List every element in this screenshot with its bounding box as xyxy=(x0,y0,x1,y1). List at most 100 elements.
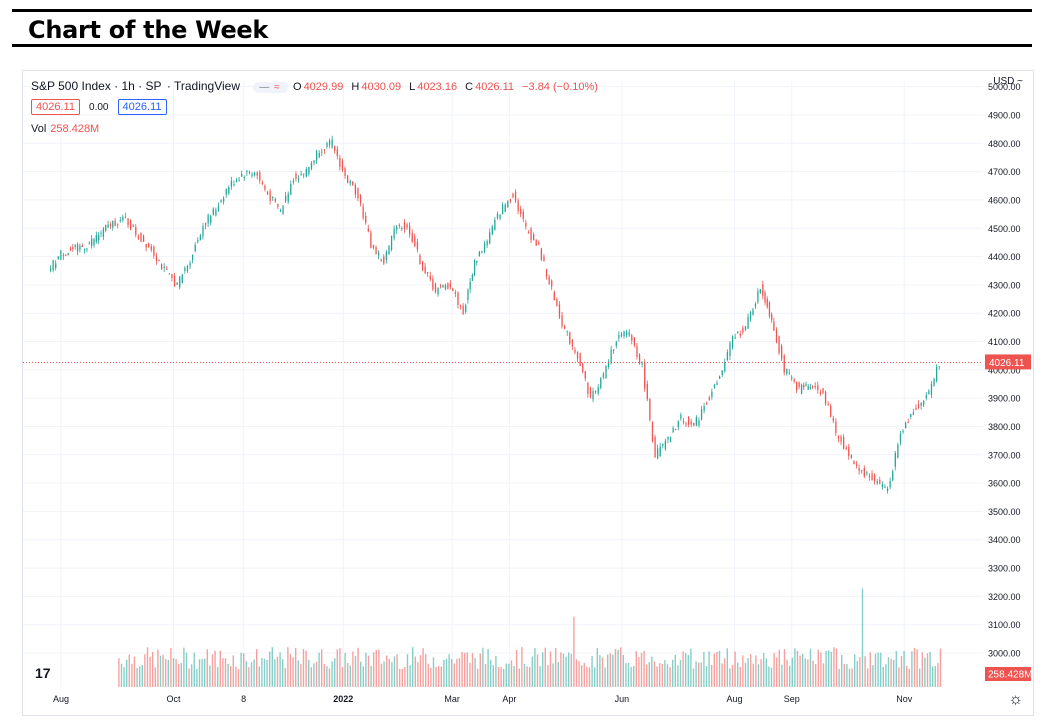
volume-bar xyxy=(211,654,214,687)
candle-body xyxy=(148,243,150,247)
candle-body xyxy=(469,281,471,290)
volume-bar xyxy=(445,658,448,687)
volume-bar xyxy=(261,658,263,687)
volume-bar xyxy=(601,657,604,687)
volume-bar xyxy=(372,652,375,687)
candle-body xyxy=(631,335,633,341)
candle-body xyxy=(597,387,599,394)
candle-body xyxy=(651,421,654,442)
candle-body xyxy=(737,332,739,334)
candle-body xyxy=(217,205,220,211)
chart-panel[interactable]: 3000.00 3100.00 3200.00 3300.00 3400.00 3500.… xyxy=(22,70,1034,716)
volume-bar xyxy=(643,651,645,687)
gear-icon[interactable]: ☼ xyxy=(1008,691,1023,708)
volume-bar xyxy=(664,660,666,687)
candle-body xyxy=(768,302,771,317)
volume-bar xyxy=(138,666,141,687)
candle-body xyxy=(318,152,320,158)
volume-bar xyxy=(201,658,203,687)
volume-bar xyxy=(635,651,637,687)
volume-bar xyxy=(812,660,814,687)
candle-body xyxy=(261,182,264,185)
symbol-label[interactable]: S&P 500 Index · 1h · SP xyxy=(31,79,162,93)
volume-bar xyxy=(497,666,500,687)
y-tick-label: 4600.00 xyxy=(988,195,1021,205)
volume-bar xyxy=(331,661,333,687)
volume-bar xyxy=(705,666,708,687)
candle-body xyxy=(481,251,483,253)
candle-body xyxy=(892,471,894,481)
volume-bar xyxy=(443,659,445,687)
volume-bar xyxy=(151,651,154,687)
volume-bar xyxy=(682,651,684,687)
candle-body xyxy=(805,384,807,386)
candle-body xyxy=(396,226,398,230)
volume-bar xyxy=(924,657,926,687)
candle-body xyxy=(60,250,62,260)
volume-bar xyxy=(804,658,806,687)
candle-body xyxy=(800,384,803,394)
candle-body xyxy=(292,180,295,183)
volume-bar xyxy=(658,663,661,687)
candle-body xyxy=(853,461,855,465)
price-chart[interactable]: 3000.00 3100.00 3200.00 3300.00 3400.00 3500.… xyxy=(23,71,1033,715)
candle-body xyxy=(285,195,287,201)
candle-body xyxy=(649,398,651,420)
ask-box[interactable]: 4026.11 xyxy=(117,99,167,115)
volume-bar xyxy=(752,663,754,687)
volume-bar xyxy=(346,662,349,687)
candle-body xyxy=(494,219,496,231)
candle-body xyxy=(437,287,439,295)
volume-bar xyxy=(463,652,466,687)
candle-body xyxy=(778,336,780,353)
volume-bar xyxy=(435,667,437,687)
candle-body xyxy=(140,233,142,242)
volume-bar xyxy=(190,664,193,687)
volume-bar xyxy=(479,653,481,687)
volume-bar xyxy=(362,666,364,687)
bid-box[interactable]: 4026.11 xyxy=(31,99,80,115)
volume-bar xyxy=(357,647,359,687)
x-tick-label: Mar xyxy=(444,694,460,704)
candle-body xyxy=(194,244,196,252)
volume-bar xyxy=(128,654,130,687)
last-price-label: 4026.11 xyxy=(989,358,1025,369)
volume-bar xyxy=(287,647,289,687)
candle-body xyxy=(290,183,292,195)
candle-body xyxy=(850,455,853,458)
candle-body xyxy=(409,225,411,235)
volume-bar xyxy=(427,663,429,687)
volume-bar xyxy=(484,663,487,687)
volume-bar xyxy=(227,663,229,687)
legend-toggle-pill[interactable]: — ≈ xyxy=(253,82,288,93)
volume-bar xyxy=(440,666,442,687)
volume-bar xyxy=(307,659,310,687)
candle-body xyxy=(915,407,917,410)
volume-bar xyxy=(700,662,702,687)
currency-dropdown[interactable]: USD ~ xyxy=(993,76,1023,87)
candle-body xyxy=(719,376,721,379)
volume-bar xyxy=(666,664,669,687)
candle-body xyxy=(176,282,178,285)
volume-bar xyxy=(167,659,169,687)
candle-body xyxy=(135,227,137,235)
volume-bar xyxy=(820,652,822,687)
volume-legend: Vol 258.428M xyxy=(31,123,99,135)
volume-bar xyxy=(469,662,471,687)
candle-body xyxy=(150,246,152,250)
candle-body xyxy=(432,279,434,290)
candle-body xyxy=(933,378,935,386)
y-tick-label: 4500.00 xyxy=(988,224,1021,234)
candle-body xyxy=(197,240,199,242)
candle-body xyxy=(282,205,284,215)
volume-bar xyxy=(755,655,757,687)
tradingview-logo-icon[interactable]: 17 xyxy=(35,665,51,681)
candle-body xyxy=(403,222,406,230)
volume-bar xyxy=(255,649,258,687)
candle-body xyxy=(936,366,938,381)
candle-body xyxy=(119,219,121,221)
volume-bar xyxy=(648,662,650,687)
volume-bar xyxy=(788,665,791,687)
candle-body xyxy=(62,255,65,257)
candle-body xyxy=(199,235,202,241)
